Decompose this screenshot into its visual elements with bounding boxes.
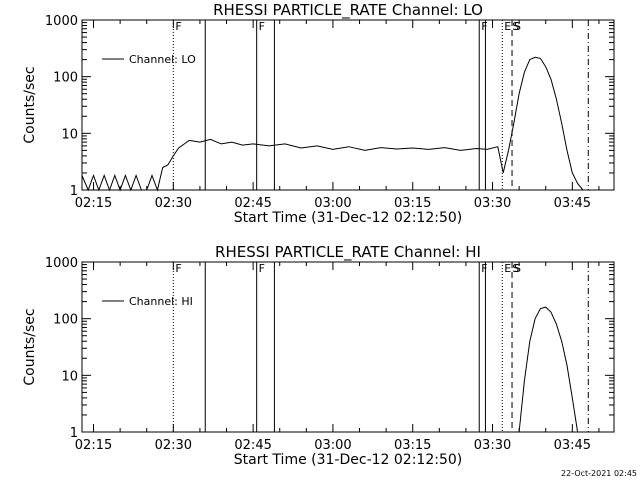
y-tick-label: 100 [53, 313, 78, 328]
corner-flag: S [512, 262, 519, 275]
marker-flag: F [175, 262, 181, 275]
corner-flag: E [504, 262, 511, 275]
plot-frame [81, 261, 615, 433]
x-tick-label: 03:00 [314, 438, 351, 453]
marker-flag: S [514, 20, 521, 33]
x-axis-label: Start Time (31-Dec-12 02:12:50) [234, 210, 462, 226]
x-tick-label: 03:45 [554, 438, 591, 453]
marker-flag: F [175, 20, 181, 33]
marker-flag: F [481, 262, 487, 275]
y-tick-label: 10 [61, 369, 78, 384]
marker-flag: F [481, 20, 487, 33]
x-tick-label: 02:15 [75, 438, 112, 453]
x-tick-label: 02:30 [155, 438, 192, 453]
legend-entry: Channel: HI [129, 295, 193, 308]
x-tick-label: 02:45 [234, 438, 271, 453]
y-tick-label: 1 [70, 426, 78, 441]
marker-flag: F [259, 262, 265, 275]
x-tick-label: 03:45 [554, 196, 591, 211]
series-line [518, 306, 579, 433]
x-axis-label: Start Time (31-Dec-12 02:12:50) [234, 452, 462, 468]
marker-flag: S [514, 262, 521, 275]
y-tick-label: 1 [70, 184, 78, 199]
x-tick-label: 03:00 [314, 196, 351, 211]
generation-timestamp: 22-Oct-2021 02:45 [561, 469, 637, 478]
chart-title: RHESSI PARTICLE_RATE Channel: HI [215, 243, 481, 262]
y-tick-label: 1000 [45, 14, 78, 29]
x-tick-label: 03:30 [474, 196, 511, 211]
hi-channel-panel: RHESSI PARTICLE_RATE Channel: HI 1 10 100 10… [22, 243, 615, 468]
legend-entry: Channel: LO [129, 53, 196, 66]
plot-frame [81, 19, 615, 191]
x-tick-label: 03:15 [394, 196, 431, 211]
y-tick-label: 100 [53, 71, 78, 86]
series-line [81, 56, 584, 192]
y-axis-label: Counts/sec [22, 308, 38, 385]
corner-flag: E [504, 20, 511, 33]
x-tick-label: 02:15 [75, 196, 112, 211]
y-tick-label: 1000 [45, 256, 78, 271]
corner-flag: S [512, 20, 519, 33]
x-tick-label: 03:15 [394, 438, 431, 453]
marker-flag: F [259, 20, 265, 33]
y-axis-label: Counts/sec [22, 66, 38, 143]
x-tick-label: 02:45 [234, 196, 271, 211]
chart-title: RHESSI PARTICLE_RATE Channel: LO [213, 1, 483, 20]
x-tick-label: 03:30 [474, 438, 511, 453]
y-tick-label: 10 [61, 127, 78, 142]
lo-channel-panel: RHESSI PARTICLE_RATE Channel: LO 1 10 100 10… [22, 1, 615, 226]
x-tick-label: 02:30 [155, 196, 192, 211]
